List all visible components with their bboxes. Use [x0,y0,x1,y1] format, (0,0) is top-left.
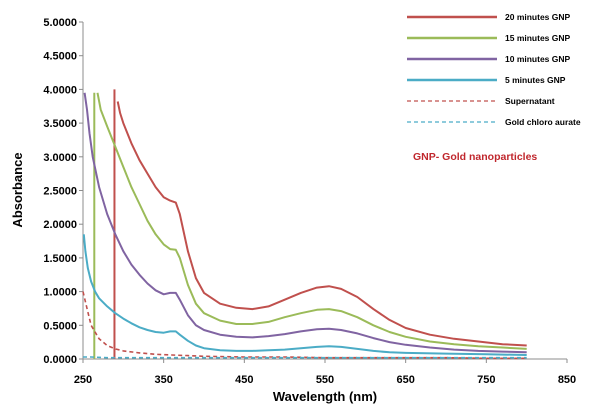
y-tick-label: 3.5000 [43,118,77,130]
y-tick-label: 2.5000 [43,186,77,198]
series-10-minutes-gnp [83,92,527,354]
legend-label: Supernatant [505,96,555,106]
x-tick-label: 250 [74,374,92,386]
annotation-text: GNP- Gold nanoparticles [413,151,537,163]
legend-item: Supernatant [407,96,555,106]
y-tick-label: 1.0000 [43,287,77,299]
legend-item: Gold chloro aurate [407,117,581,127]
x-tick-label: 850 [558,374,576,386]
y-axis-title: Absorbance [10,152,25,227]
legend-item: 5 minutes GNP [407,75,566,85]
x-tick-label: 550 [316,374,334,386]
legend-label: 5 minutes GNP [505,75,566,85]
legend-label: 15 minutes GNP [505,33,571,43]
y-tick-label: 5.0000 [43,17,77,29]
y-tick-label: 1.5000 [43,253,77,265]
x-tick-label: 450 [235,374,253,386]
series-line [116,101,527,347]
x-tick-label: 350 [154,374,172,386]
series-layer [82,89,527,360]
legend: 20 minutes GNP 15 minutes GNP 10 minutes G… [407,12,581,127]
y-tick-label: 2.0000 [43,219,77,231]
legend-item: 20 minutes GNP [407,12,571,22]
x-tick-label: 650 [396,374,414,386]
series-line [83,92,527,354]
series-5-minutes-gnp [82,234,527,356]
series-20-minutes-gnp [113,89,527,359]
legend-item: 15 minutes GNP [407,33,571,43]
series-line [96,92,527,350]
y-tick-label: 0.5000 [43,320,77,332]
legend-label: 20 minutes GNP [505,12,571,22]
x-axis-title: Wavelength (nm) [273,389,377,404]
y-tick-label: 4.5000 [43,51,77,63]
series-15-minutes-gnp [93,92,527,359]
y-tick-label: 3.0000 [43,152,77,164]
y-tick-label: 0.0000 [43,354,77,366]
legend-label: 10 minutes GNP [505,54,571,64]
series-line [82,234,527,356]
axes [79,21,568,363]
tick-labels: 0.0000 0.5000 1.0000 1.5000 2.0000 2.5000 3.00… [43,17,576,386]
y-tick-label: 4.0000 [43,84,77,96]
legend-label: Gold chloro aurate [505,117,581,127]
x-tick-label: 750 [477,374,495,386]
legend-item: 10 minutes GNP [407,54,571,64]
